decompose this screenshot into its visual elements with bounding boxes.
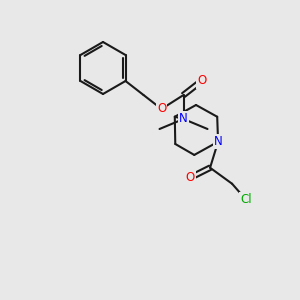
Text: N: N <box>214 135 222 148</box>
Text: N: N <box>179 112 188 125</box>
Text: Cl: Cl <box>240 193 252 206</box>
Text: O: O <box>185 171 195 184</box>
Text: O: O <box>197 74 206 88</box>
Text: O: O <box>157 103 166 116</box>
